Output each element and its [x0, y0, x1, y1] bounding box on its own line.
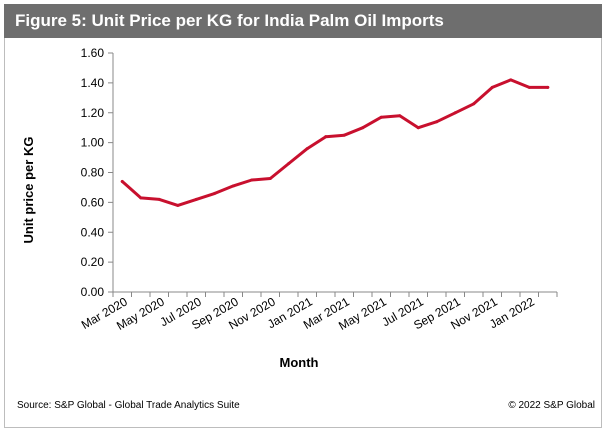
figure-title: Figure 5: Unit Price per KG for India Pa…	[15, 11, 444, 30]
copyright-note: © 2022 S&P Global	[508, 400, 595, 411]
data-point	[472, 102, 476, 106]
y-tick-label: 0.80	[81, 166, 105, 180]
data-point	[361, 126, 365, 130]
data-point	[268, 176, 272, 180]
y-tick-label: 0.40	[81, 225, 105, 239]
figure-frame	[4, 4, 602, 428]
data-point	[194, 197, 198, 201]
data-point	[435, 120, 439, 124]
y-tick-label: 0.00	[81, 285, 105, 299]
data-point	[324, 135, 328, 139]
x-axis-title: Month	[280, 355, 319, 370]
data-point	[250, 178, 254, 182]
y-axis-title: Unit price per KG	[21, 137, 36, 244]
data-point	[453, 111, 457, 115]
data-point	[157, 197, 161, 201]
data-point	[379, 115, 383, 119]
y-tick-label: 1.20	[81, 106, 105, 120]
series-group	[120, 78, 550, 207]
data-point	[139, 196, 143, 200]
data-point	[213, 191, 217, 195]
y-tick-label: 1.00	[81, 136, 105, 150]
y-tick-label: 1.60	[81, 46, 105, 60]
y-tick-label: 1.40	[81, 76, 105, 90]
source-note: Source: S&P Global - Global Trade Analyt…	[17, 400, 240, 411]
data-point	[342, 133, 346, 137]
data-point	[287, 162, 291, 166]
y-tick-label: 0.20	[81, 255, 105, 269]
data-point	[509, 78, 513, 82]
data-point	[176, 203, 180, 207]
data-point	[120, 179, 124, 183]
data-point	[546, 85, 550, 89]
data-point	[305, 147, 309, 151]
data-point	[490, 85, 494, 89]
data-point	[398, 114, 402, 118]
series-line	[120, 78, 550, 207]
data-point	[231, 184, 235, 188]
data-point	[416, 126, 420, 130]
data-point	[527, 85, 531, 89]
y-tick-label: 0.60	[81, 195, 105, 209]
figure-title-bar: Figure 5: Unit Price per KG for India Pa…	[4, 4, 602, 38]
y-axis: 0.00 0.20 0.40 0.60 0.80 1.00 1.20 1.40 1.60	[81, 46, 114, 299]
